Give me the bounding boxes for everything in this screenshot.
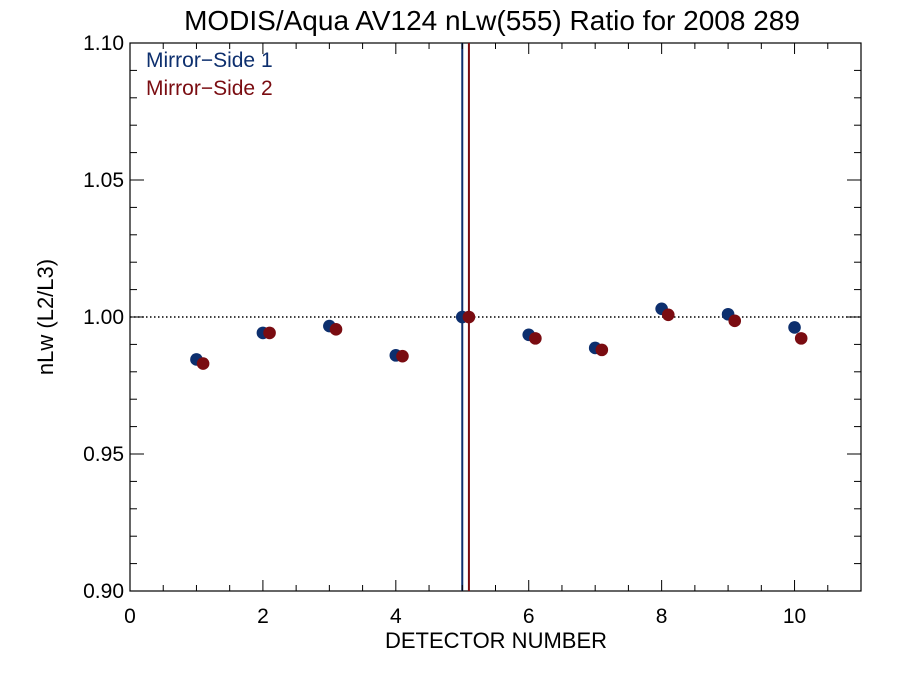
y-tick-label: 0.90: [83, 580, 124, 603]
data-point-series-2: [263, 326, 276, 340]
data-point-series-2: [396, 349, 409, 363]
x-tick-label: 6: [523, 605, 535, 628]
x-tick-label: 8: [656, 605, 668, 628]
y-tick-label: 1.05: [83, 169, 124, 192]
data-point-series-2: [196, 357, 210, 370]
x-tick-label: 10: [783, 605, 806, 628]
chart-title: MODIS/Aqua AV124 nLw(555) Ratio for 2008…: [184, 5, 800, 36]
data-point-series-2: [529, 332, 542, 345]
data-point-series-2: [794, 332, 808, 345]
data-point-series-1: [788, 321, 801, 334]
y-tick-label: 1.10: [83, 32, 124, 55]
data-point-series-2: [595, 343, 609, 357]
legend-entry-mirror-side-1: Mirror−Side 1: [146, 49, 273, 72]
y-tick-label: 1.00: [83, 306, 124, 329]
axis-ticks: 0 2 4 6 8 10 0.90 0.95 1.00 1.05 1.10: [83, 32, 862, 628]
x-tick-label: 4: [390, 605, 402, 628]
x-axis-label: DETECTOR NUMBER: [385, 628, 607, 653]
y-tick-label: 0.95: [83, 443, 124, 466]
legend-entry-mirror-side-2: Mirror−Side 2: [146, 77, 273, 100]
data-point-series-2: [462, 310, 476, 324]
data-point-series-2: [728, 314, 742, 328]
data-points: [190, 302, 808, 370]
x-tick-label: 0: [124, 605, 136, 628]
data-point-series-2: [329, 323, 343, 336]
x-tick-label: 2: [257, 605, 269, 628]
y-axis-label: nLw (L2/L3): [33, 259, 58, 375]
data-point-series-2: [661, 308, 675, 322]
legend: Mirror−Side 1 Mirror−Side 2: [146, 49, 273, 100]
reference-lines: [130, 43, 861, 591]
